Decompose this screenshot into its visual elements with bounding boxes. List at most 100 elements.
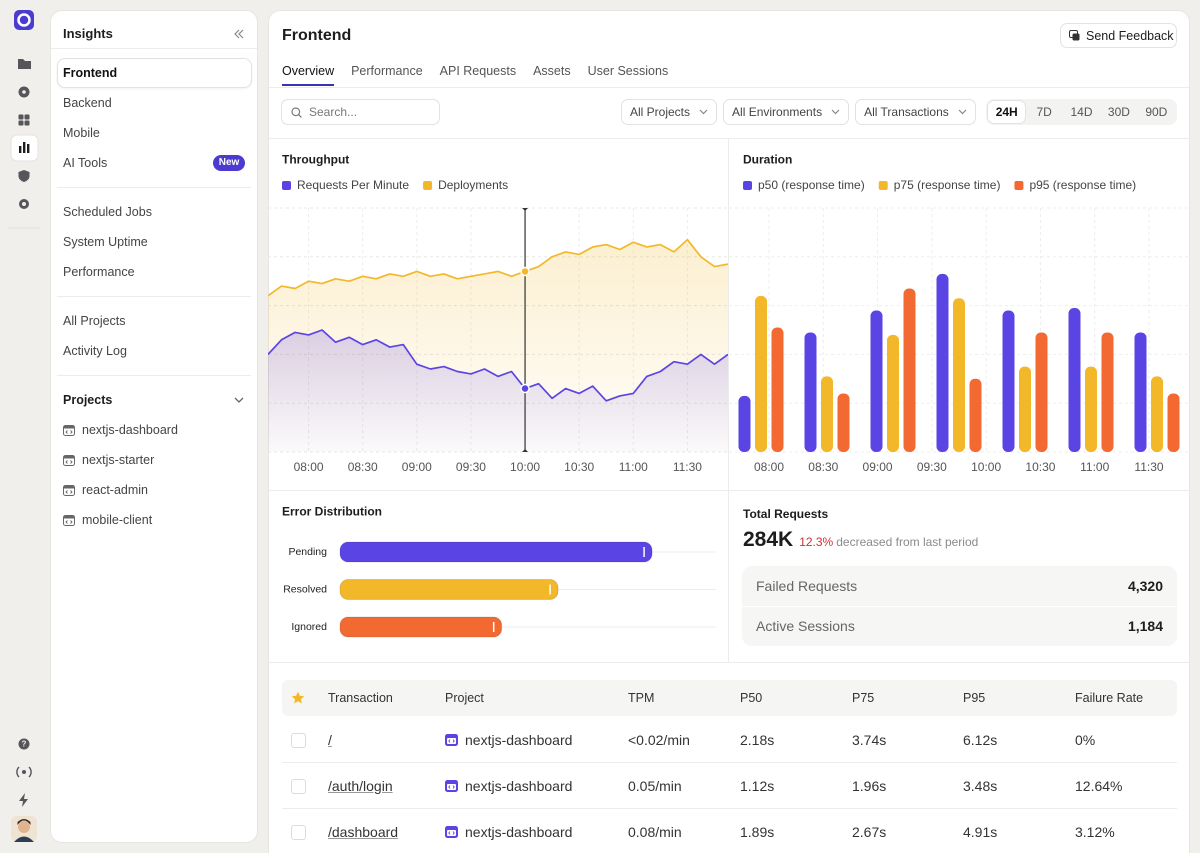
column-header[interactable]: P50 bbox=[740, 691, 763, 705]
stat-value: 4,320 bbox=[1127, 578, 1163, 594]
table-cell: 4.91s bbox=[963, 824, 998, 840]
bar bbox=[953, 298, 965, 452]
collapse-icon[interactable] bbox=[233, 28, 245, 40]
project-item[interactable]: nextjs-starter bbox=[82, 453, 155, 467]
filter-label: All Projects bbox=[630, 105, 691, 119]
x-tick-label: 11:30 bbox=[673, 460, 702, 474]
column-header[interactable]: Transaction bbox=[328, 691, 393, 705]
column-header[interactable]: Project bbox=[445, 691, 484, 705]
range-option[interactable]: 90D bbox=[1145, 105, 1168, 119]
range-group: 24H 7D 14D 30D 90D bbox=[986, 99, 1177, 125]
divider bbox=[269, 87, 1189, 88]
error-chart: Error Distribution Pending Resolved Ignored bbox=[282, 505, 716, 638]
x-tick-label: 11:00 bbox=[619, 460, 648, 474]
project-item[interactable]: react-admin bbox=[82, 483, 148, 497]
rail-icons-2[interactable] bbox=[18, 170, 30, 209]
table-cell[interactable]: / bbox=[328, 732, 332, 748]
bar bbox=[339, 541, 653, 563]
table-header bbox=[282, 680, 1177, 716]
summary-title: Total Requests bbox=[743, 507, 829, 521]
hover-dot bbox=[520, 383, 530, 394]
tab[interactable]: Assets bbox=[533, 64, 571, 78]
feedback-button[interactable]: Send Feedback bbox=[1060, 23, 1177, 48]
rail-icons[interactable] bbox=[18, 59, 31, 126]
row-checkbox[interactable] bbox=[291, 733, 306, 748]
filter-dropdown[interactable]: All Environments bbox=[723, 99, 850, 125]
table-cell: 3.74s bbox=[852, 732, 887, 748]
tab[interactable]: Overview bbox=[282, 63, 335, 86]
table-cell: 3.48s bbox=[963, 778, 998, 794]
range-option[interactable]: 24H bbox=[988, 101, 1026, 123]
logo[interactable] bbox=[14, 10, 34, 30]
nav-item[interactable]: All Projects bbox=[63, 314, 126, 328]
divider bbox=[57, 375, 251, 376]
row-checkbox[interactable] bbox=[291, 825, 306, 840]
projects-chevron[interactable] bbox=[233, 395, 245, 405]
nav-item[interactable]: Scheduled Jobs bbox=[63, 205, 152, 219]
nav-item[interactable]: Performance bbox=[63, 265, 135, 279]
line bbox=[268, 238, 728, 297]
divider bbox=[269, 490, 1189, 491]
nav-item[interactable]: Backend bbox=[63, 96, 112, 110]
hover-dot bbox=[520, 266, 530, 277]
line bbox=[268, 329, 728, 402]
bar bbox=[837, 393, 850, 452]
project-item[interactable]: nextjs-dashboard bbox=[82, 423, 178, 437]
column-header[interactable]: P75 bbox=[852, 691, 875, 705]
avatar[interactable] bbox=[11, 816, 37, 842]
insights-icon bbox=[19, 142, 30, 153]
tab[interactable]: User Sessions bbox=[587, 64, 669, 78]
nav-item[interactable]: AI Tools bbox=[63, 156, 108, 170]
x-tick-label: 10:30 bbox=[564, 460, 594, 474]
table-cell[interactable]: /dashboard bbox=[328, 824, 399, 840]
tab[interactable]: Performance bbox=[351, 64, 423, 78]
nav-item[interactable]: Activity Log bbox=[63, 344, 127, 358]
table-cell: nextjs-dashboard bbox=[465, 778, 573, 794]
nav-item[interactable]: System Uptime bbox=[63, 235, 148, 249]
sidebar-title: Insights bbox=[63, 26, 113, 41]
new-badge: New bbox=[213, 155, 245, 171]
area bbox=[268, 330, 728, 452]
filter-dropdown[interactable]: All Transactions bbox=[855, 99, 976, 125]
filter-dropdown[interactable]: All Projects bbox=[621, 99, 718, 125]
x-tick-label: 08:00 bbox=[754, 460, 784, 474]
bar bbox=[339, 616, 503, 638]
star-icon[interactable] bbox=[291, 691, 305, 705]
x-tick-label: 09:00 bbox=[863, 460, 893, 474]
table-cell[interactable]: /auth/login bbox=[328, 778, 393, 794]
project-item[interactable]: mobile-client bbox=[82, 513, 153, 527]
project-icon bbox=[63, 514, 75, 526]
bar bbox=[771, 327, 784, 452]
x-tick-label: 08:30 bbox=[348, 460, 378, 474]
column-header[interactable]: P95 bbox=[963, 691, 986, 705]
range-option[interactable]: 14D bbox=[1070, 105, 1093, 119]
bar bbox=[870, 310, 883, 452]
table-cell: nextjs-dashboard bbox=[465, 824, 573, 840]
tab[interactable]: API Requests bbox=[439, 64, 517, 78]
legend-label: Requests Per Minute bbox=[297, 178, 409, 192]
tabs: Overview Performance API Requests Assets Use… bbox=[282, 63, 668, 86]
divider bbox=[728, 138, 729, 662]
x-tick-label: 09:30 bbox=[456, 460, 486, 474]
rail-bottom[interactable]: ? bbox=[16, 738, 32, 808]
divider bbox=[57, 187, 251, 188]
projects-title[interactable]: Projects bbox=[63, 393, 113, 407]
legend-swatch bbox=[1014, 181, 1024, 190]
bar bbox=[1068, 308, 1081, 452]
range-option[interactable]: 30D bbox=[1107, 105, 1130, 119]
sidebar bbox=[50, 10, 258, 843]
nav-item[interactable]: Mobile bbox=[63, 126, 100, 140]
column-header[interactable]: TPM bbox=[628, 691, 655, 705]
table-cell: 3.12% bbox=[1075, 824, 1115, 840]
y-tick-label: Ignored bbox=[291, 621, 327, 633]
chart-title: Throughput bbox=[282, 153, 349, 167]
nav-item[interactable]: Frontend bbox=[63, 66, 118, 80]
x-tick-label: 11:30 bbox=[1134, 460, 1163, 474]
legend-label: p95 (response time) bbox=[1029, 178, 1136, 192]
summary-line: 284K 12.3% decreased from last period bbox=[743, 528, 978, 552]
range-option[interactable]: 7D bbox=[1036, 105, 1052, 119]
row-checkbox[interactable] bbox=[291, 779, 306, 794]
column-header[interactable]: Failure Rate bbox=[1075, 691, 1144, 705]
search-box[interactable]: Search... bbox=[281, 99, 440, 125]
chevron bbox=[958, 109, 967, 115]
